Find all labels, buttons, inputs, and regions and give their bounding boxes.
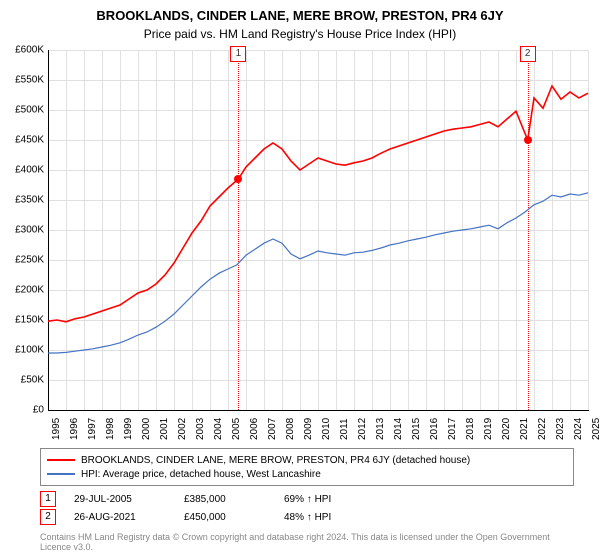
- chart-title: BROOKLANDS, CINDER LANE, MERE BROW, PRES…: [0, 0, 600, 23]
- x-tick-label: 2003: [195, 418, 206, 440]
- x-tick-label: 1999: [123, 418, 134, 440]
- x-tick-label: 2018: [465, 418, 476, 440]
- x-tick-label: 1995: [51, 418, 62, 440]
- x-tick-label: 2010: [321, 418, 332, 440]
- y-tick-label: £400K: [0, 165, 44, 176]
- y-tick-label: £0: [0, 405, 44, 416]
- x-tick-label: 2024: [573, 418, 584, 440]
- x-tick-label: 2002: [177, 418, 188, 440]
- x-tick-label: 2021: [519, 418, 530, 440]
- legend-item: HPI: Average price, detached house, West…: [47, 467, 567, 481]
- x-tick-label: 2004: [213, 418, 224, 440]
- x-tick-label: 1998: [105, 418, 116, 440]
- y-tick-label: £300K: [0, 225, 44, 236]
- sale-row: 2 26-AUG-2021£450,00048% ↑ HPI: [40, 508, 560, 526]
- sale-delta: 69% ↑ HPI: [284, 494, 394, 505]
- sale-price: £385,000: [184, 494, 284, 505]
- x-tick-label: 2017: [447, 418, 458, 440]
- sales-table: 1 29-JUL-2005£385,00069% ↑ HPI 2 26-AUG-202…: [40, 490, 560, 526]
- x-tick-label: 2012: [357, 418, 368, 440]
- legend: BROOKLANDS, CINDER LANE, MERE BROW, PRES…: [40, 448, 574, 486]
- x-tick-label: 2007: [267, 418, 278, 440]
- x-tick-label: 2015: [411, 418, 422, 440]
- x-tick-label: 2022: [537, 418, 548, 440]
- y-tick-label: £200K: [0, 285, 44, 296]
- sale-price: £450,000: [184, 512, 284, 523]
- y-tick-label: £50K: [0, 375, 44, 386]
- y-tick-label: £500K: [0, 105, 44, 116]
- y-tick-label: £600K: [0, 45, 44, 56]
- x-tick-label: 2005: [231, 418, 242, 440]
- sale-date: 26-AUG-2021: [74, 512, 184, 523]
- line-series: [48, 50, 588, 410]
- price-chart: BROOKLANDS, CINDER LANE, MERE BROW, PRES…: [0, 0, 600, 560]
- sale-date: 29-JUL-2005: [74, 494, 184, 505]
- legend-label: HPI: Average price, detached house, West…: [81, 469, 321, 480]
- x-tick-label: 2023: [555, 418, 566, 440]
- y-tick-label: £450K: [0, 135, 44, 146]
- x-tick-label: 2013: [375, 418, 386, 440]
- chart-subtitle: Price paid vs. HM Land Registry's House …: [0, 23, 600, 49]
- series-line: [48, 86, 588, 322]
- x-tick-label: 1997: [87, 418, 98, 440]
- legend-swatch: [47, 473, 75, 475]
- sale-marker: 2: [40, 509, 56, 525]
- legend-label: BROOKLANDS, CINDER LANE, MERE BROW, PRES…: [81, 455, 470, 466]
- sale-marker: 1: [40, 491, 56, 507]
- x-tick-label: 2011: [339, 418, 350, 440]
- x-tick-label: 2019: [483, 418, 494, 440]
- x-tick-label: 2009: [303, 418, 314, 440]
- x-tick-label: 2001: [159, 418, 170, 440]
- y-tick-label: £100K: [0, 345, 44, 356]
- y-tick-label: £250K: [0, 255, 44, 266]
- legend-item: BROOKLANDS, CINDER LANE, MERE BROW, PRES…: [47, 453, 567, 467]
- x-tick-label: 2016: [429, 418, 440, 440]
- footnote: Contains HM Land Registry data © Crown c…: [40, 532, 570, 552]
- y-tick-label: £350K: [0, 195, 44, 206]
- y-tick-label: £550K: [0, 75, 44, 86]
- x-tick-label: 2000: [141, 418, 152, 440]
- x-tick-label: 1996: [69, 418, 80, 440]
- x-tick-label: 2020: [501, 418, 512, 440]
- y-tick-label: £150K: [0, 315, 44, 326]
- x-tick-label: 2025: [591, 418, 600, 440]
- series-line: [48, 193, 588, 353]
- sale-row: 1 29-JUL-2005£385,00069% ↑ HPI: [40, 490, 560, 508]
- x-tick-label: 2014: [393, 418, 404, 440]
- legend-swatch: [47, 459, 75, 461]
- x-tick-label: 2008: [285, 418, 296, 440]
- x-tick-label: 2006: [249, 418, 260, 440]
- sale-delta: 48% ↑ HPI: [284, 512, 394, 523]
